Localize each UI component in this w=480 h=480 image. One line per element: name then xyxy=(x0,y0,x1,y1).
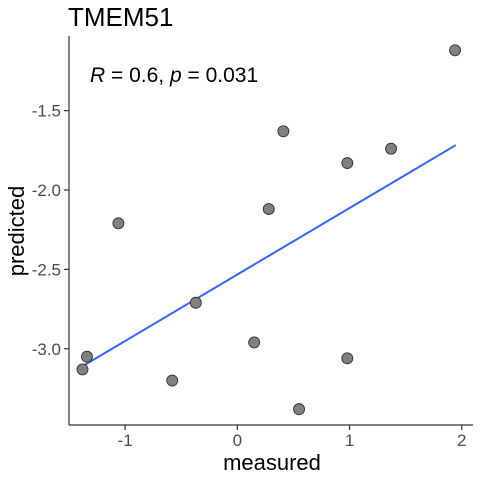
p-label: p xyxy=(169,64,182,87)
data-point xyxy=(81,351,92,362)
correlation-annotation: R = 0.6, p = 0.031 xyxy=(90,64,258,87)
data-point xyxy=(77,364,88,375)
axes: -1 0 1 2 -1.5 -2.0 -2.5 -3.0 xyxy=(32,36,473,450)
data-point xyxy=(386,143,397,154)
y-tick-label: -2.5 xyxy=(32,260,61,279)
r-value: = 0.6, xyxy=(105,64,170,87)
data-point xyxy=(249,337,260,348)
data-point xyxy=(263,204,274,215)
y-tick-label: -3.0 xyxy=(32,340,61,359)
y-axis-title: predicted xyxy=(4,186,29,277)
data-point xyxy=(278,126,289,137)
data-point xyxy=(190,297,201,308)
y-tick-label: -2.0 xyxy=(32,181,61,200)
chart-title: TMEM51 xyxy=(68,2,173,32)
r-label: R xyxy=(90,64,105,87)
regression-line-layer xyxy=(82,146,455,367)
y-tick-label: -1.5 xyxy=(32,102,61,121)
data-point xyxy=(167,375,178,386)
data-point xyxy=(342,353,353,364)
x-tick-label: 2 xyxy=(457,431,466,450)
x-tick-label: 1 xyxy=(345,431,354,450)
x-tick-label: -1 xyxy=(118,431,133,450)
data-point xyxy=(294,404,305,415)
x-tick-label: 0 xyxy=(233,431,242,450)
data-point xyxy=(113,218,124,229)
p-value: = 0.031 xyxy=(182,64,258,87)
regression-line xyxy=(82,146,455,367)
x-axis-title: measured xyxy=(223,450,321,475)
points-layer xyxy=(77,45,461,415)
data-point xyxy=(450,45,461,56)
data-point xyxy=(342,158,353,169)
